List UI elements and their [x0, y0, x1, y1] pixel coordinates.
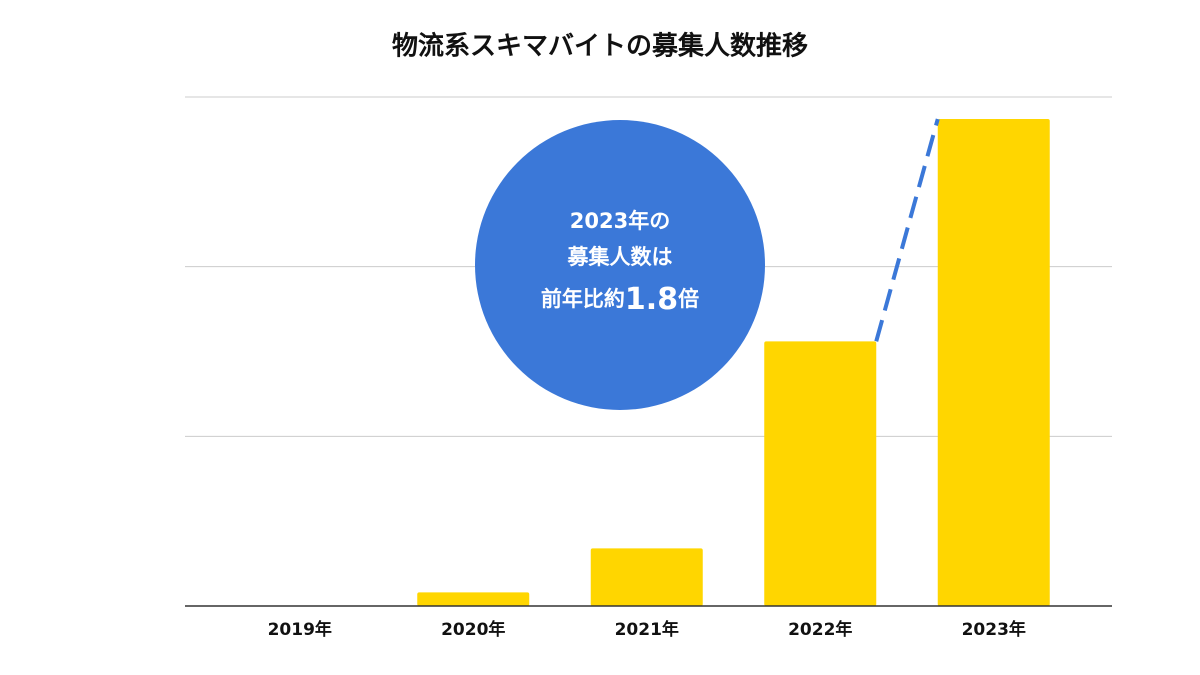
annotation-text-part: 前年比約: [541, 287, 625, 311]
annotation-circle: [475, 120, 765, 410]
annotation-text: 募集人数は: [567, 245, 673, 269]
annotation-text-part: 倍: [678, 287, 699, 311]
chart-title: 物流系スキマバイトの募集人数推移: [392, 31, 808, 62]
x-tick-label: 2022年: [788, 619, 852, 640]
bar: [764, 341, 877, 606]
growth-connector: [874, 118, 940, 342]
annotation-text: 前年比約1.8倍: [541, 282, 699, 317]
annotation-text-part: 1.8: [625, 282, 678, 317]
annotation-text: 2023年の: [570, 209, 670, 233]
bar: [417, 592, 530, 606]
bar: [937, 119, 1050, 606]
x-tick-label: 2019年: [268, 619, 332, 640]
x-tick-label: 2020年: [441, 619, 505, 640]
bar: [590, 548, 703, 606]
x-tick-label: 2023年: [962, 619, 1026, 640]
x-tick-label: 2021年: [615, 619, 679, 640]
